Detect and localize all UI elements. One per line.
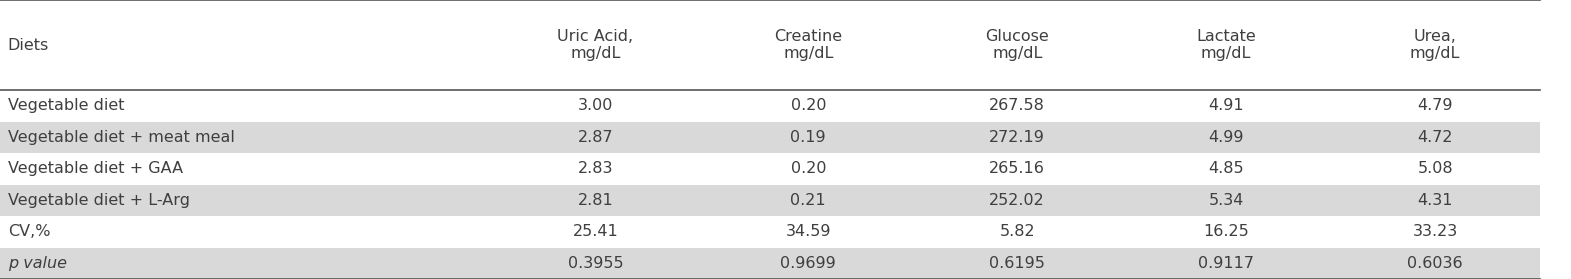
Text: 0.19: 0.19	[790, 130, 826, 145]
Text: Diets: Diets	[8, 37, 49, 52]
Text: 34.59: 34.59	[786, 224, 831, 239]
Text: Vegetable diet + L-Arg: Vegetable diet + L-Arg	[8, 193, 190, 208]
Text: Uric Acid,
mg/dL: Uric Acid, mg/dL	[558, 29, 633, 61]
Text: Vegetable diet + meat meal: Vegetable diet + meat meal	[8, 130, 234, 145]
Text: p value: p value	[8, 256, 68, 271]
Text: Lactate
mg/dL: Lactate mg/dL	[1196, 29, 1257, 61]
Text: 2.81: 2.81	[578, 193, 613, 208]
Text: 2.83: 2.83	[578, 161, 613, 176]
Text: 4.85: 4.85	[1208, 161, 1244, 176]
Text: Vegetable diet: Vegetable diet	[8, 98, 124, 113]
Text: 5.82: 5.82	[999, 224, 1035, 239]
Text: 2.87: 2.87	[578, 130, 613, 145]
Bar	[0, 121, 1540, 153]
Text: Urea,
mg/dL: Urea, mg/dL	[1409, 29, 1461, 61]
Text: 4.31: 4.31	[1417, 193, 1453, 208]
Text: 0.20: 0.20	[790, 98, 826, 113]
Text: 4.72: 4.72	[1417, 130, 1453, 145]
Text: 265.16: 265.16	[990, 161, 1045, 176]
Text: 0.6036: 0.6036	[1408, 256, 1463, 271]
Text: 0.3955: 0.3955	[567, 256, 624, 271]
Text: 25.41: 25.41	[572, 224, 619, 239]
Text: 4.91: 4.91	[1208, 98, 1244, 113]
Text: 0.9117: 0.9117	[1199, 256, 1254, 271]
Text: 0.6195: 0.6195	[990, 256, 1045, 271]
Text: 33.23: 33.23	[1412, 224, 1458, 239]
Text: Creatine
mg/dL: Creatine mg/dL	[775, 29, 842, 61]
Text: 5.08: 5.08	[1417, 161, 1453, 176]
Text: 4.79: 4.79	[1417, 98, 1453, 113]
Text: Glucose
mg/dL: Glucose mg/dL	[985, 29, 1049, 61]
Text: 267.58: 267.58	[990, 98, 1045, 113]
Bar	[0, 247, 1540, 279]
Text: 0.9699: 0.9699	[781, 256, 836, 271]
Text: 3.00: 3.00	[578, 98, 613, 113]
Text: Vegetable diet + GAA: Vegetable diet + GAA	[8, 161, 182, 176]
Text: 272.19: 272.19	[990, 130, 1045, 145]
Text: 4.99: 4.99	[1208, 130, 1244, 145]
Bar	[0, 184, 1540, 216]
Text: 252.02: 252.02	[990, 193, 1045, 208]
Text: 0.20: 0.20	[790, 161, 826, 176]
Text: 5.34: 5.34	[1208, 193, 1244, 208]
Text: CV,%: CV,%	[8, 224, 50, 239]
Text: 0.21: 0.21	[790, 193, 826, 208]
Text: 16.25: 16.25	[1203, 224, 1249, 239]
